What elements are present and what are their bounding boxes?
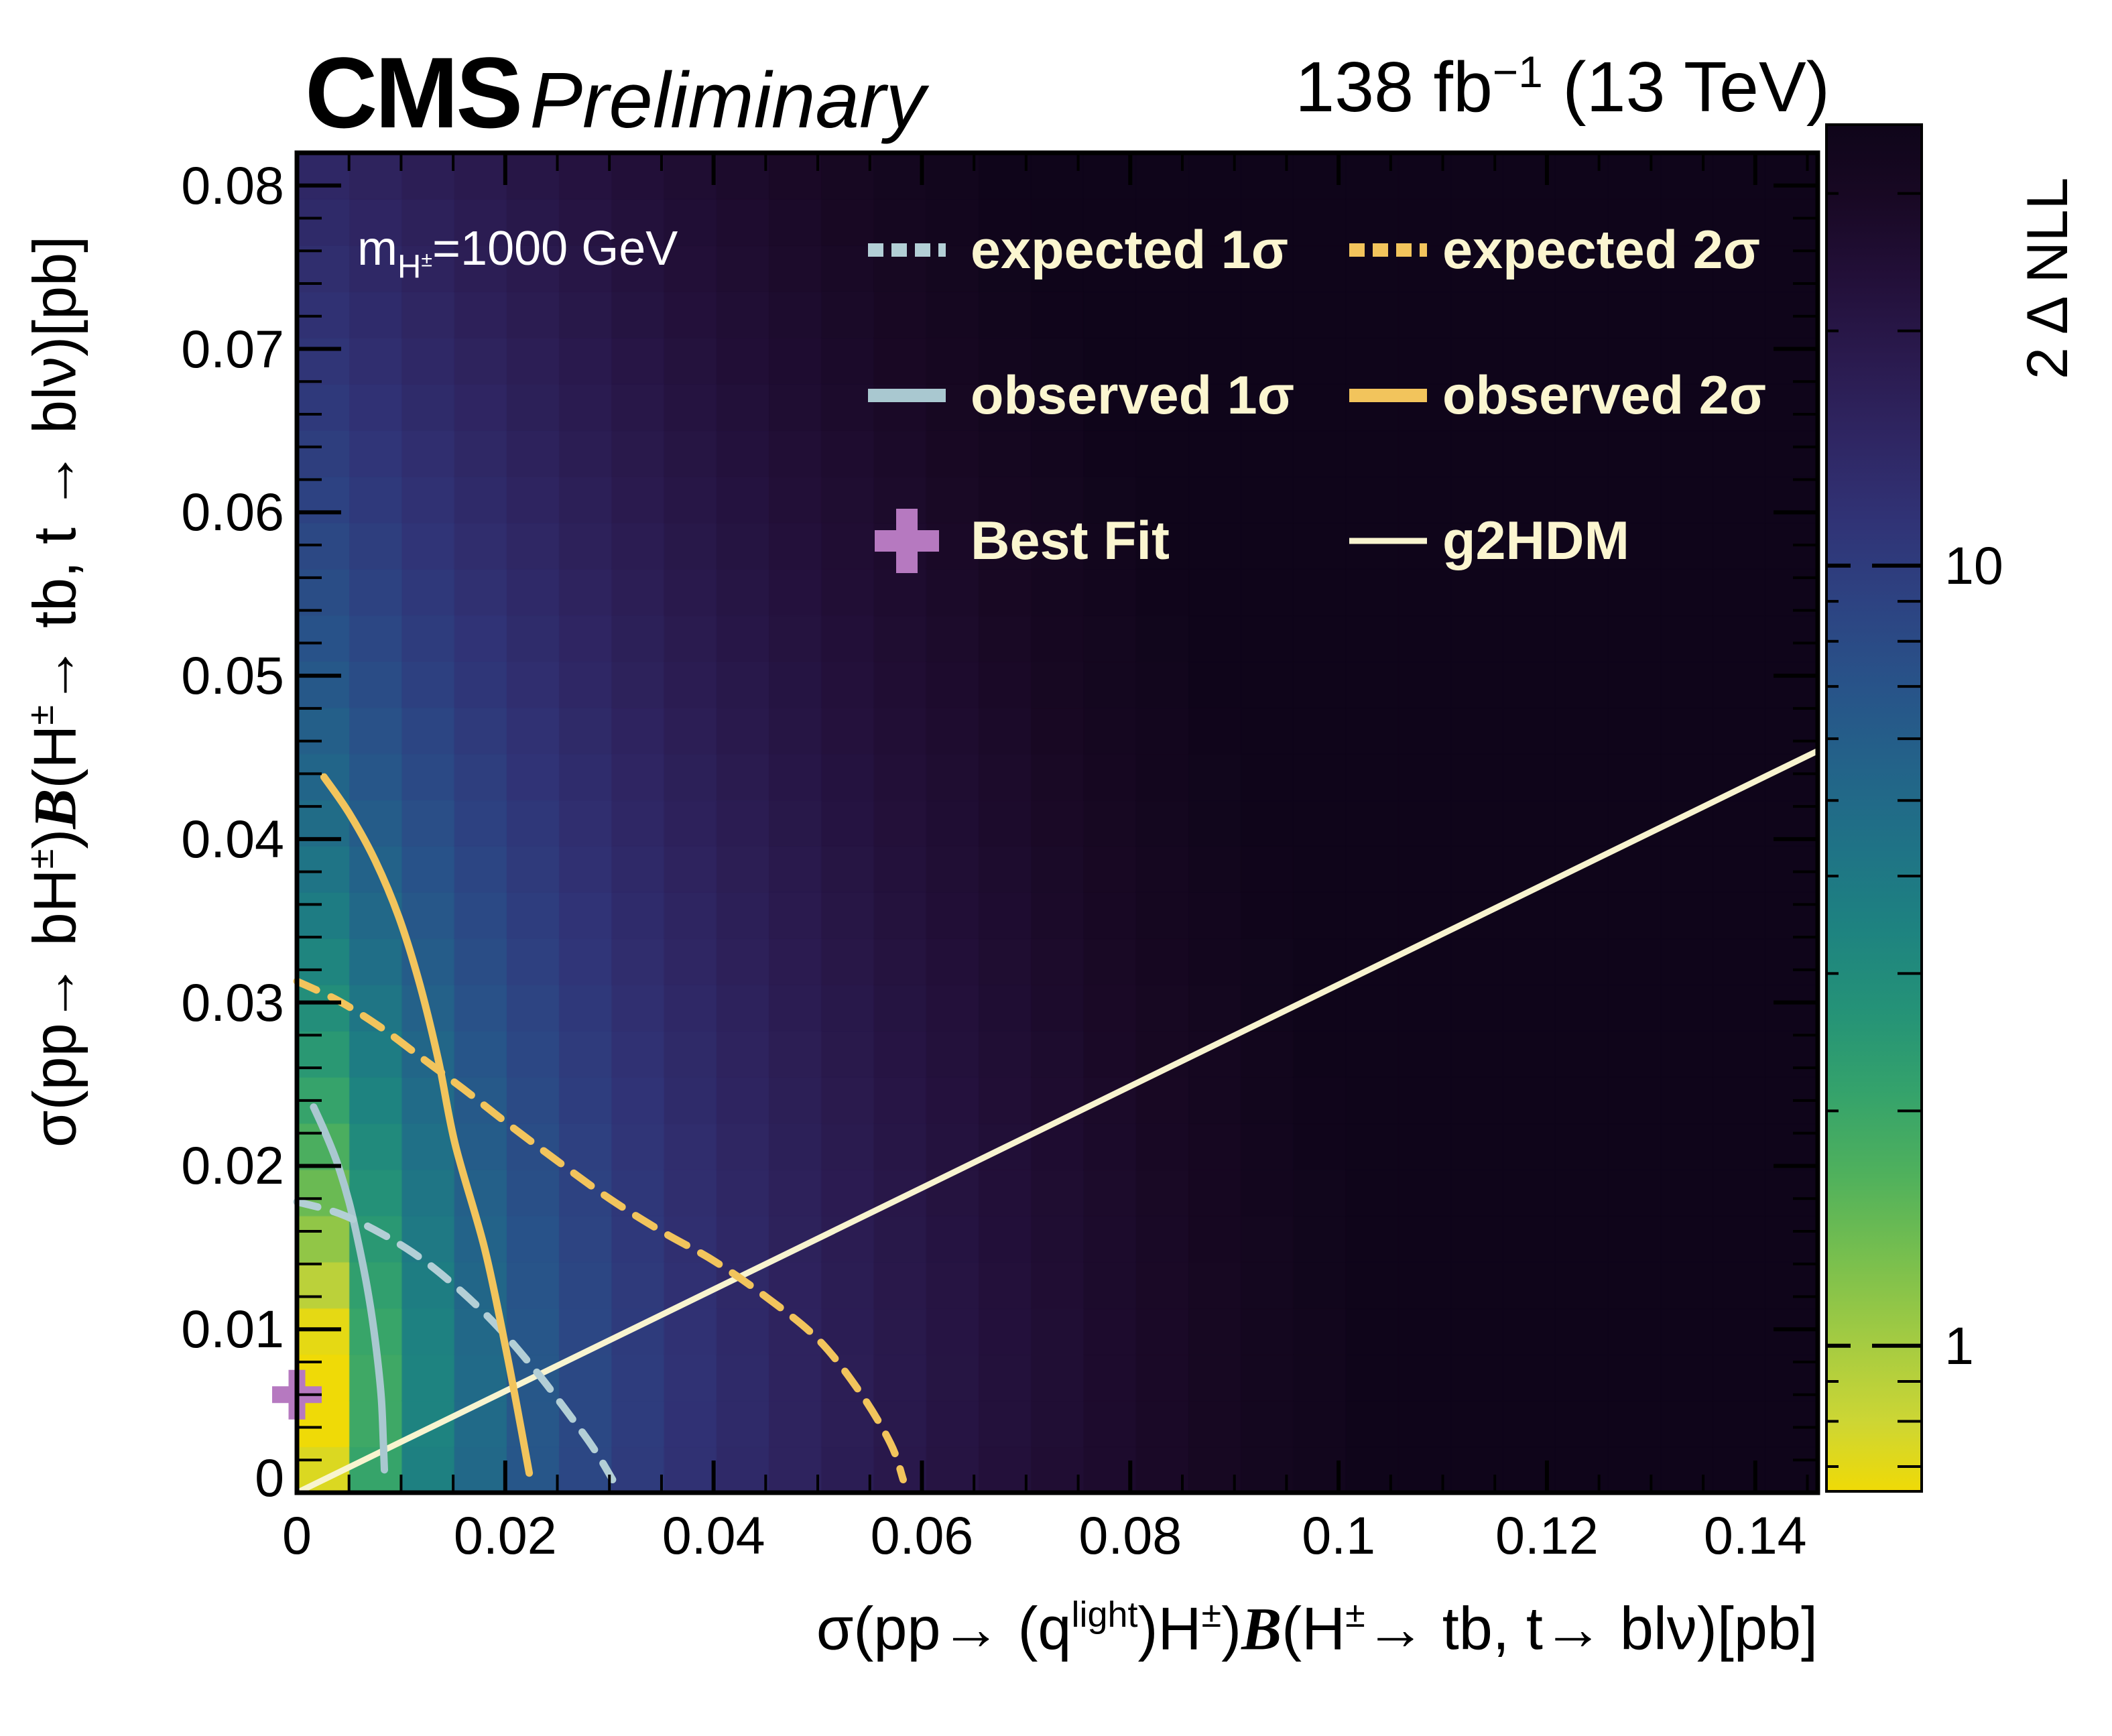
x-tick-label: 0 — [282, 1505, 312, 1565]
lumi-value: 138 fb — [1295, 48, 1493, 127]
observed-1sigma-label: observed 1σ — [971, 365, 1295, 426]
y-tick-label: 0.01 — [181, 1299, 284, 1359]
luminosity-text: 138 fb−1 (13 TeV) — [297, 47, 1830, 128]
colorbar — [1825, 123, 1923, 1493]
plot-overlay — [272, 150, 1820, 1496]
g2hdm-line — [296, 748, 1819, 1496]
colorbar-ticks — [1825, 192, 1923, 1468]
contour-expected-2σ — [293, 977, 907, 1483]
colorbar-tick-label: 1 — [1944, 1315, 1974, 1375]
y-tick-label: 0.02 — [181, 1135, 284, 1196]
x-tick-label: 0.06 — [870, 1505, 974, 1565]
y-tick-label: 0.05 — [181, 645, 284, 706]
y-tick-label: 0.07 — [181, 318, 284, 379]
expected-1sigma-label: expected 1σ — [971, 220, 1289, 280]
y-tick-label: 0.06 — [181, 482, 284, 542]
colorbar-title: 2 Δ NLL — [2015, 177, 2080, 379]
contour-observed-1σ — [310, 1103, 388, 1474]
observed-2sigma-label: observed 2σ — [1442, 365, 1767, 426]
y-tick-label: 0.03 — [181, 972, 284, 1032]
plot-area — [272, 150, 1820, 1496]
x-tick-label: 0.14 — [1703, 1505, 1807, 1565]
lumi-energy: (13 TeV) — [1542, 48, 1830, 127]
expected-1sigma-marker — [868, 211, 946, 289]
x-axis-title: σ(pp→ (qlight)H±)B(H±→ tb, t→ blν)[pb] — [816, 1595, 1818, 1663]
lumi-exponent: −1 — [1492, 48, 1543, 97]
contour-expected-1σ — [293, 1198, 617, 1483]
x-tick-label: 0.02 — [453, 1505, 557, 1565]
g2hdm-label: g2HDM — [1442, 511, 1629, 571]
mass-label: mH±=1000 GeV — [357, 222, 678, 285]
best-fit-marker — [868, 502, 946, 580]
x-tick-label: 0.12 — [1495, 1505, 1599, 1565]
header-left: CMS Preliminary — [305, 35, 925, 151]
contour-observed-2σ — [320, 773, 534, 1477]
plot-frame-border — [294, 150, 1820, 1495]
y-axis-title: σ(pp→ bH±)B(H±→ tb, t → blν)[pb] — [21, 235, 89, 1148]
x-tick-label: 0.08 — [1078, 1505, 1182, 1565]
g2hdm-marker — [1349, 502, 1427, 580]
x-tick-label: 0.04 — [662, 1505, 765, 1565]
y-tick-label: 0.08 — [181, 155, 284, 215]
observed-2sigma-marker — [1349, 357, 1427, 434]
best-fit-label: Best Fit — [971, 511, 1170, 571]
axis-ticks — [295, 153, 1818, 1495]
observed-1sigma-marker — [868, 357, 946, 434]
y-tick-label: 0.04 — [181, 808, 284, 869]
preliminary-text: Preliminary — [530, 56, 926, 145]
cms-logo-text: CMS — [305, 36, 523, 149]
colorbar-tick-label: 10 — [1944, 535, 2003, 595]
y-tick-label: 0 — [255, 1448, 284, 1507]
x-tick-label: 0.1 — [1302, 1505, 1376, 1565]
heatmap-canvas — [297, 153, 1818, 1493]
cross-icon — [875, 509, 939, 573]
expected-2sigma-marker — [1349, 211, 1427, 289]
expected-2sigma-label: expected 2σ — [1442, 220, 1761, 280]
